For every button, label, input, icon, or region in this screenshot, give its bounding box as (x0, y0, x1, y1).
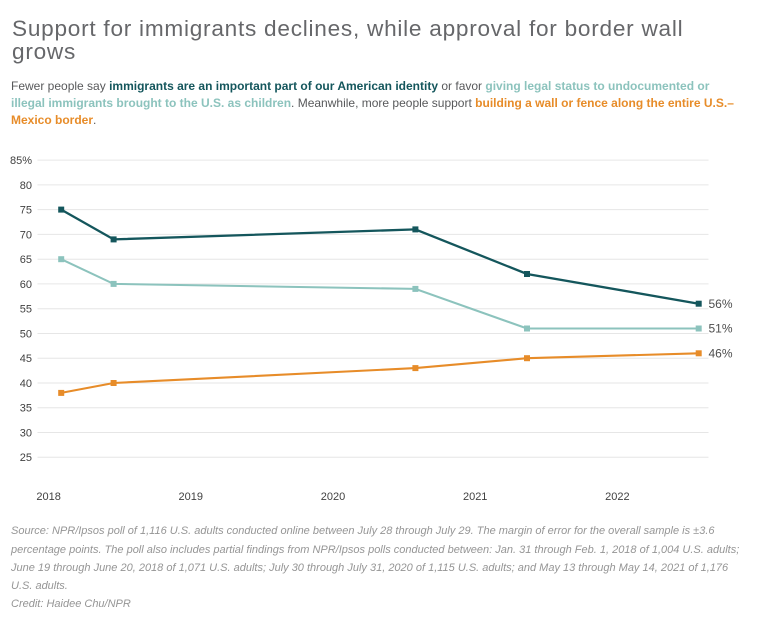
svg-text:2020: 2020 (321, 491, 345, 503)
svg-text:51%: 51% (709, 322, 733, 336)
svg-text:45: 45 (20, 353, 32, 365)
svg-text:40: 40 (20, 378, 32, 390)
svg-text:25: 25 (20, 452, 32, 464)
svg-text:70: 70 (20, 229, 32, 241)
svg-text:2022: 2022 (605, 491, 629, 503)
svg-text:80: 80 (20, 180, 32, 192)
svg-text:2019: 2019 (179, 491, 203, 503)
svg-text:75: 75 (20, 205, 32, 217)
svg-text:55: 55 (20, 304, 32, 316)
svg-text:85%: 85% (10, 155, 32, 167)
svg-text:35: 35 (20, 403, 32, 415)
svg-text:50: 50 (20, 328, 32, 340)
svg-text:2018: 2018 (36, 491, 60, 503)
svg-text:30: 30 (20, 427, 32, 439)
svg-text:56%: 56% (709, 297, 733, 311)
svg-text:60: 60 (20, 279, 32, 291)
svg-text:65: 65 (20, 254, 32, 266)
svg-text:2021: 2021 (463, 491, 487, 503)
svg-text:46%: 46% (709, 347, 733, 361)
